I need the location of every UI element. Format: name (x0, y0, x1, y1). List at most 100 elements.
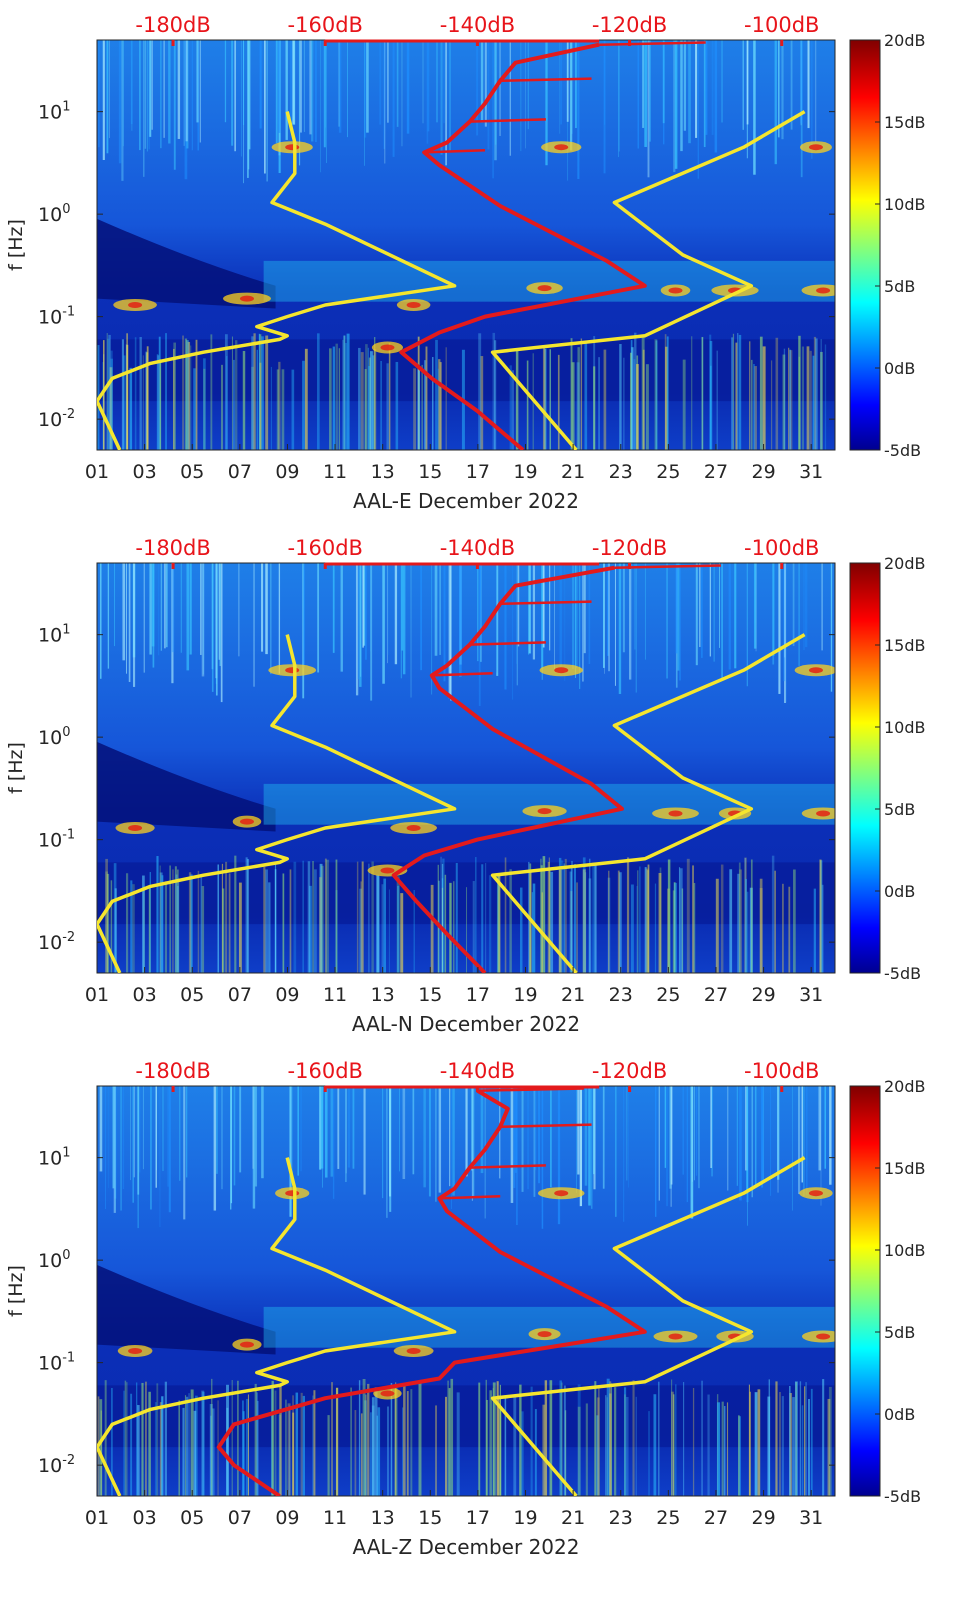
x-tick-label: 23 (609, 1507, 633, 1529)
red-spur (500, 600, 592, 606)
y-tick-label: 101 (38, 100, 70, 124)
top-tick-label: -140dB (440, 1059, 515, 1083)
y-tick-label: 10-2 (38, 930, 75, 954)
x-tick-label: 09 (275, 1507, 299, 1529)
colorbar-tick-label: 10dB (884, 195, 926, 214)
spectrogram-panel-2: 01 03 05 07 09 11 13 15 17 19 21 23 25 27 29 31 AAL-N De… (5, 536, 926, 1036)
x-tick-label: 03 (133, 1507, 157, 1529)
top-tick-label: -120dB (592, 536, 667, 560)
colorbar-tick-label: 5dB (884, 277, 915, 296)
top-tick-label: -180dB (135, 13, 210, 37)
red-spur (599, 41, 706, 46)
colorbar-tick-label: 15dB (884, 113, 926, 132)
x-tick-label: 07 (228, 461, 252, 483)
x-tick-label: 31 (799, 461, 823, 483)
x-tick-label: 07 (228, 984, 252, 1006)
red-spur (477, 1087, 584, 1092)
x-tick-label: 31 (799, 984, 823, 1006)
top-tick-label: -120dB (592, 13, 667, 37)
y-tick-label: 10-1 (38, 305, 75, 329)
colorbar-tick-label: 10dB (884, 1241, 926, 1260)
top-tick-label: -100dB (744, 536, 819, 560)
colorbar-tick-label: 15dB (884, 636, 926, 655)
top-tick-label: -120dB (592, 1059, 667, 1083)
colorbar-tick-label: 20dB (884, 1077, 926, 1096)
colorbar-tick-label: -5dB (884, 441, 921, 460)
x-tick-label: 15 (418, 984, 442, 1006)
colorbar-tick-label: 5dB (884, 800, 915, 819)
y-tick-label: 10-1 (38, 828, 75, 852)
top-tick-label: -180dB (135, 536, 210, 560)
x-tick-label: 19 (513, 984, 537, 1006)
x-tick-label: 21 (561, 1507, 585, 1529)
x-axis-label: AAL-Z December 2022 (353, 1535, 580, 1559)
x-tick-label: 01 (85, 984, 109, 1006)
x-tick-label: 19 (513, 461, 537, 483)
x-tick-label: 01 (85, 461, 109, 483)
top-tick-label: -160dB (288, 13, 363, 37)
top-tick-label: -180dB (135, 1059, 210, 1083)
x-tick-label: 09 (275, 461, 299, 483)
x-tick-label: 21 (561, 984, 585, 1006)
y-tick-label: 100 (38, 725, 70, 749)
colorbar: 20dB 15dB 10dB 5dB 0dB -5dB (849, 554, 926, 983)
top-tick-label: -100dB (744, 1059, 819, 1083)
top-tick-label: -140dB (440, 536, 515, 560)
y-tick-label: 100 (38, 202, 70, 226)
red-spur (424, 149, 486, 154)
colorbar-tick-label: 10dB (884, 718, 926, 737)
x-tick-label: 27 (704, 461, 728, 483)
x-tick-label: 29 (751, 1507, 775, 1529)
red-spur (500, 77, 592, 83)
x-tick-label: 11 (323, 461, 347, 483)
x-tick-label: 11 (323, 1507, 347, 1529)
x-tick-label: 07 (228, 1507, 252, 1529)
x-tick-label: 13 (371, 461, 395, 483)
x-tick-label: 15 (418, 461, 442, 483)
curve-yellow-2 (490, 1156, 806, 1496)
colorbar-tick-label: 20dB (884, 554, 926, 573)
x-tick-label: 29 (751, 461, 775, 483)
x-tick-label: 27 (704, 984, 728, 1006)
x-tick-label: 19 (513, 1507, 537, 1529)
y-tick-label: 101 (38, 623, 70, 647)
colorbar-gradient (849, 39, 881, 451)
top-tick-label: -160dB (288, 1059, 363, 1083)
x-tick-label: 25 (656, 1507, 680, 1529)
x-tick-label: 13 (371, 984, 395, 1006)
x-tick-label: 25 (656, 461, 680, 483)
y-axis-label: f [Hz] (5, 1265, 27, 1317)
colorbar-tick-label: 15dB (884, 1159, 926, 1178)
red-spur (469, 1164, 546, 1169)
colorbar-tick-label: 20dB (884, 31, 926, 50)
red-spur (431, 672, 493, 677)
y-tick-label: 10-2 (38, 1453, 75, 1477)
x-tick-label: 05 (180, 461, 204, 483)
colorbar-gradient (849, 1085, 881, 1497)
curve-red-3 (391, 565, 624, 973)
x-tick-label: 27 (704, 1507, 728, 1529)
colorbar: 20dB 15dB 10dB 5dB 0dB -5dB (849, 31, 926, 460)
red-spur (469, 118, 546, 123)
x-tick-label: 01 (85, 1507, 109, 1529)
x-tick-label: 17 (466, 1507, 490, 1529)
top-tick-label: -140dB (440, 13, 515, 37)
x-tick-label: 15 (418, 1507, 442, 1529)
x-tick-label: 05 (180, 1507, 204, 1529)
x-axis-label: AAL-E December 2022 (353, 489, 579, 513)
red-spur (614, 564, 721, 569)
x-tick-label: 11 (323, 984, 347, 1006)
x-tick-label: 23 (609, 984, 633, 1006)
x-tick-label: 13 (371, 1507, 395, 1529)
x-tick-label: 05 (180, 984, 204, 1006)
x-tick-label: 17 (466, 461, 490, 483)
y-tick-label: 10-2 (38, 407, 75, 431)
x-tick-label: 03 (133, 461, 157, 483)
colorbar-tick-label: 5dB (884, 1323, 915, 1342)
spectrogram-panel-1: 01 03 05 07 09 11 13 15 17 19 21 23 25 27 29 31 AAL-E De… (5, 13, 926, 513)
y-axis-label: f [Hz] (5, 742, 27, 794)
x-axis-label: AAL-N December 2022 (352, 1012, 580, 1036)
colorbar-tick-label: 0dB (884, 1405, 915, 1424)
x-tick-label: 29 (751, 984, 775, 1006)
